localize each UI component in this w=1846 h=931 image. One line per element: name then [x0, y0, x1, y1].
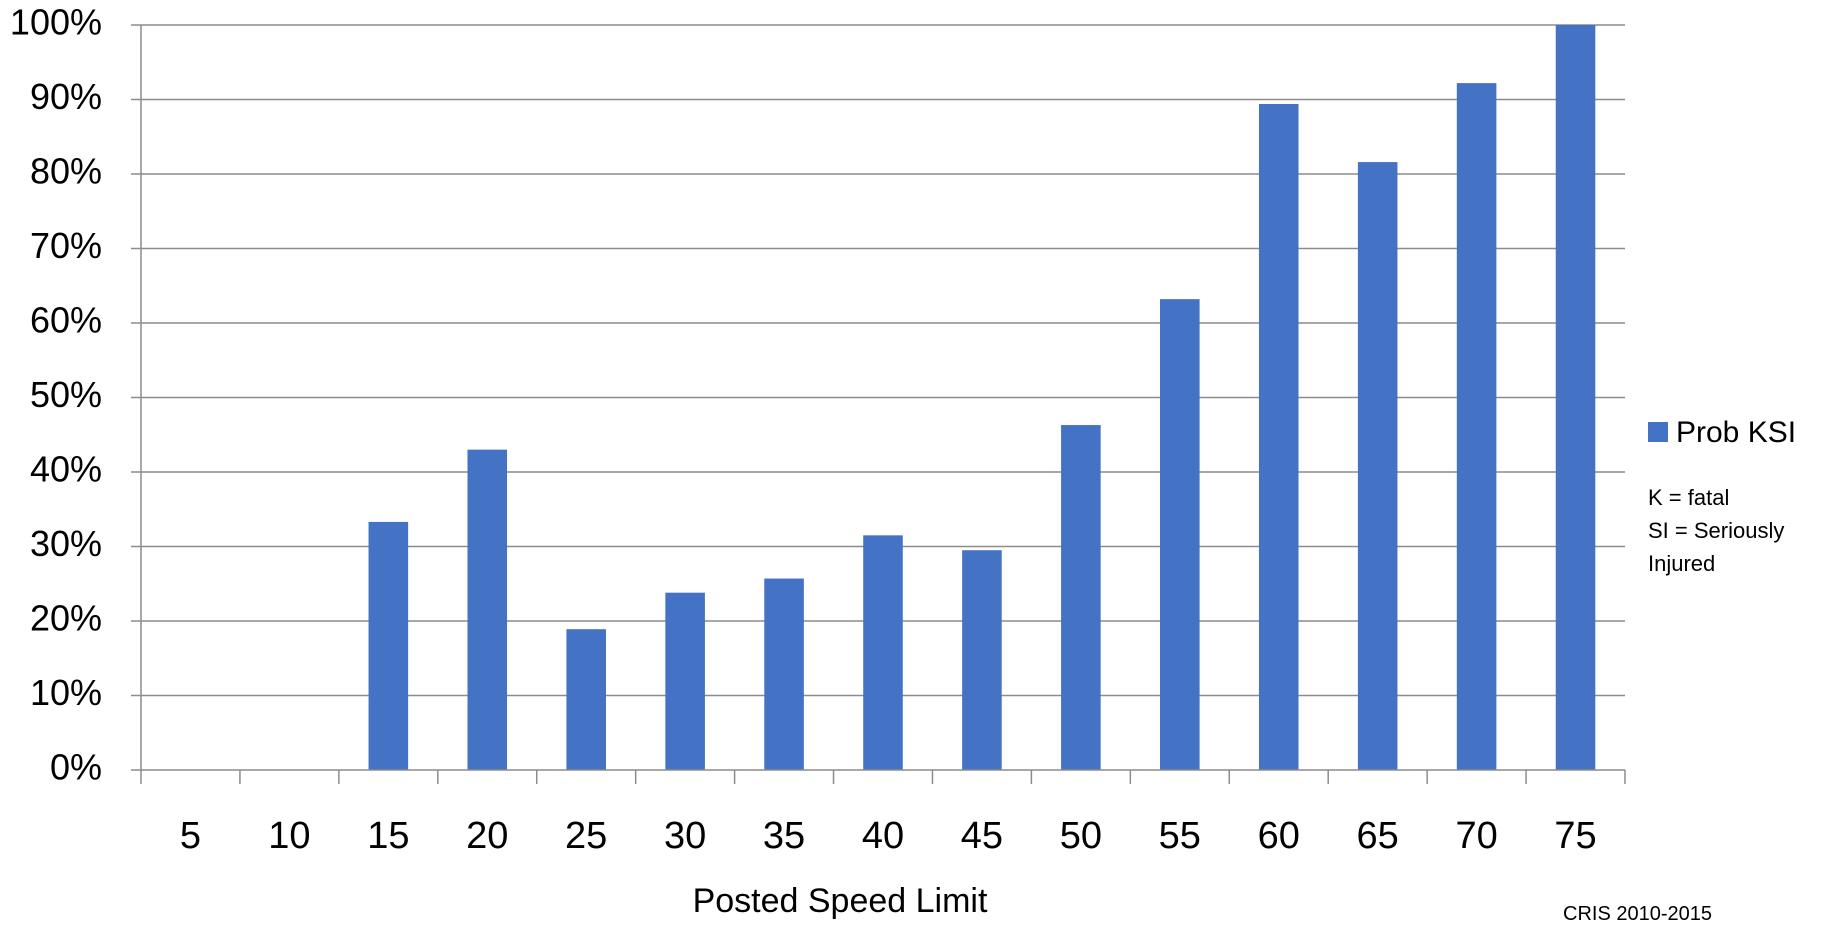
x-tick-label: 65: [1357, 815, 1399, 857]
y-tick-label: 20%: [30, 598, 102, 639]
x-tick-label: 25: [565, 815, 607, 857]
x-tick-label: 45: [961, 815, 1003, 857]
y-tick-label: 40%: [30, 449, 102, 490]
legend: Prob KSI K = fatal SI = Seriously Injure…: [1648, 416, 1796, 576]
x-tick-label: 30: [664, 815, 706, 857]
bar: [566, 629, 606, 770]
legend-label: Prob KSI: [1676, 416, 1796, 449]
bar: [467, 449, 508, 770]
bar: [764, 578, 804, 770]
y-tick-label: 50%: [30, 374, 102, 415]
y-tick-label: 10%: [30, 672, 102, 713]
x-tick-label: 75: [1554, 815, 1596, 857]
bar: [665, 592, 705, 770]
bar: [1258, 103, 1299, 771]
bar: [1456, 83, 1497, 771]
x-tick-label: 70: [1455, 815, 1497, 857]
y-tick-label: 70%: [30, 225, 102, 266]
x-tick-label: 50: [1060, 815, 1102, 857]
source-note: CRIS 2010-2015: [1563, 903, 1712, 925]
legend-note-line-2: SI = Seriously: [1648, 518, 1784, 543]
y-tick-label: 30%: [30, 523, 102, 564]
bar: [1160, 299, 1200, 770]
bar: [863, 535, 903, 770]
y-tick-label: 60%: [30, 300, 102, 341]
x-tick-label: 40: [862, 815, 904, 857]
y-tick-label: 80%: [30, 151, 102, 192]
x-tick-label: 20: [466, 815, 508, 857]
y-axis-ticks: 0% 10% 20% 30% 40% 50% 60% 70% 80% 90% 100%: [10, 2, 141, 788]
legend-note-line-1: K = fatal: [1648, 485, 1729, 510]
axes: [140, 25, 1625, 771]
x-tick-label: 60: [1258, 815, 1300, 857]
x-axis-label: Posted Speed Limit: [693, 882, 988, 920]
x-tick-label: 10: [268, 815, 310, 857]
x-tick-label: 55: [1159, 815, 1201, 857]
x-tick-label: 15: [367, 815, 409, 857]
y-tick-label: 100%: [10, 2, 102, 43]
x-tick-label: 5: [180, 815, 201, 857]
bars: [368, 25, 1596, 771]
bar: [368, 521, 409, 770]
legend-swatch: [1648, 422, 1668, 442]
bar: [1357, 162, 1398, 770]
y-tick-label: 0%: [50, 747, 102, 788]
y-tick-label: 90%: [30, 76, 102, 117]
bar: [1061, 425, 1101, 770]
x-tick-label: 35: [763, 815, 805, 857]
bar: [1555, 25, 1596, 770]
legend-note-line-3: Injured: [1648, 551, 1715, 576]
bar: [962, 550, 1002, 770]
x-axis-ticks: 5 10 15 20 25 30 35 40 45 50 55 60 65 70 75: [140, 770, 1626, 857]
